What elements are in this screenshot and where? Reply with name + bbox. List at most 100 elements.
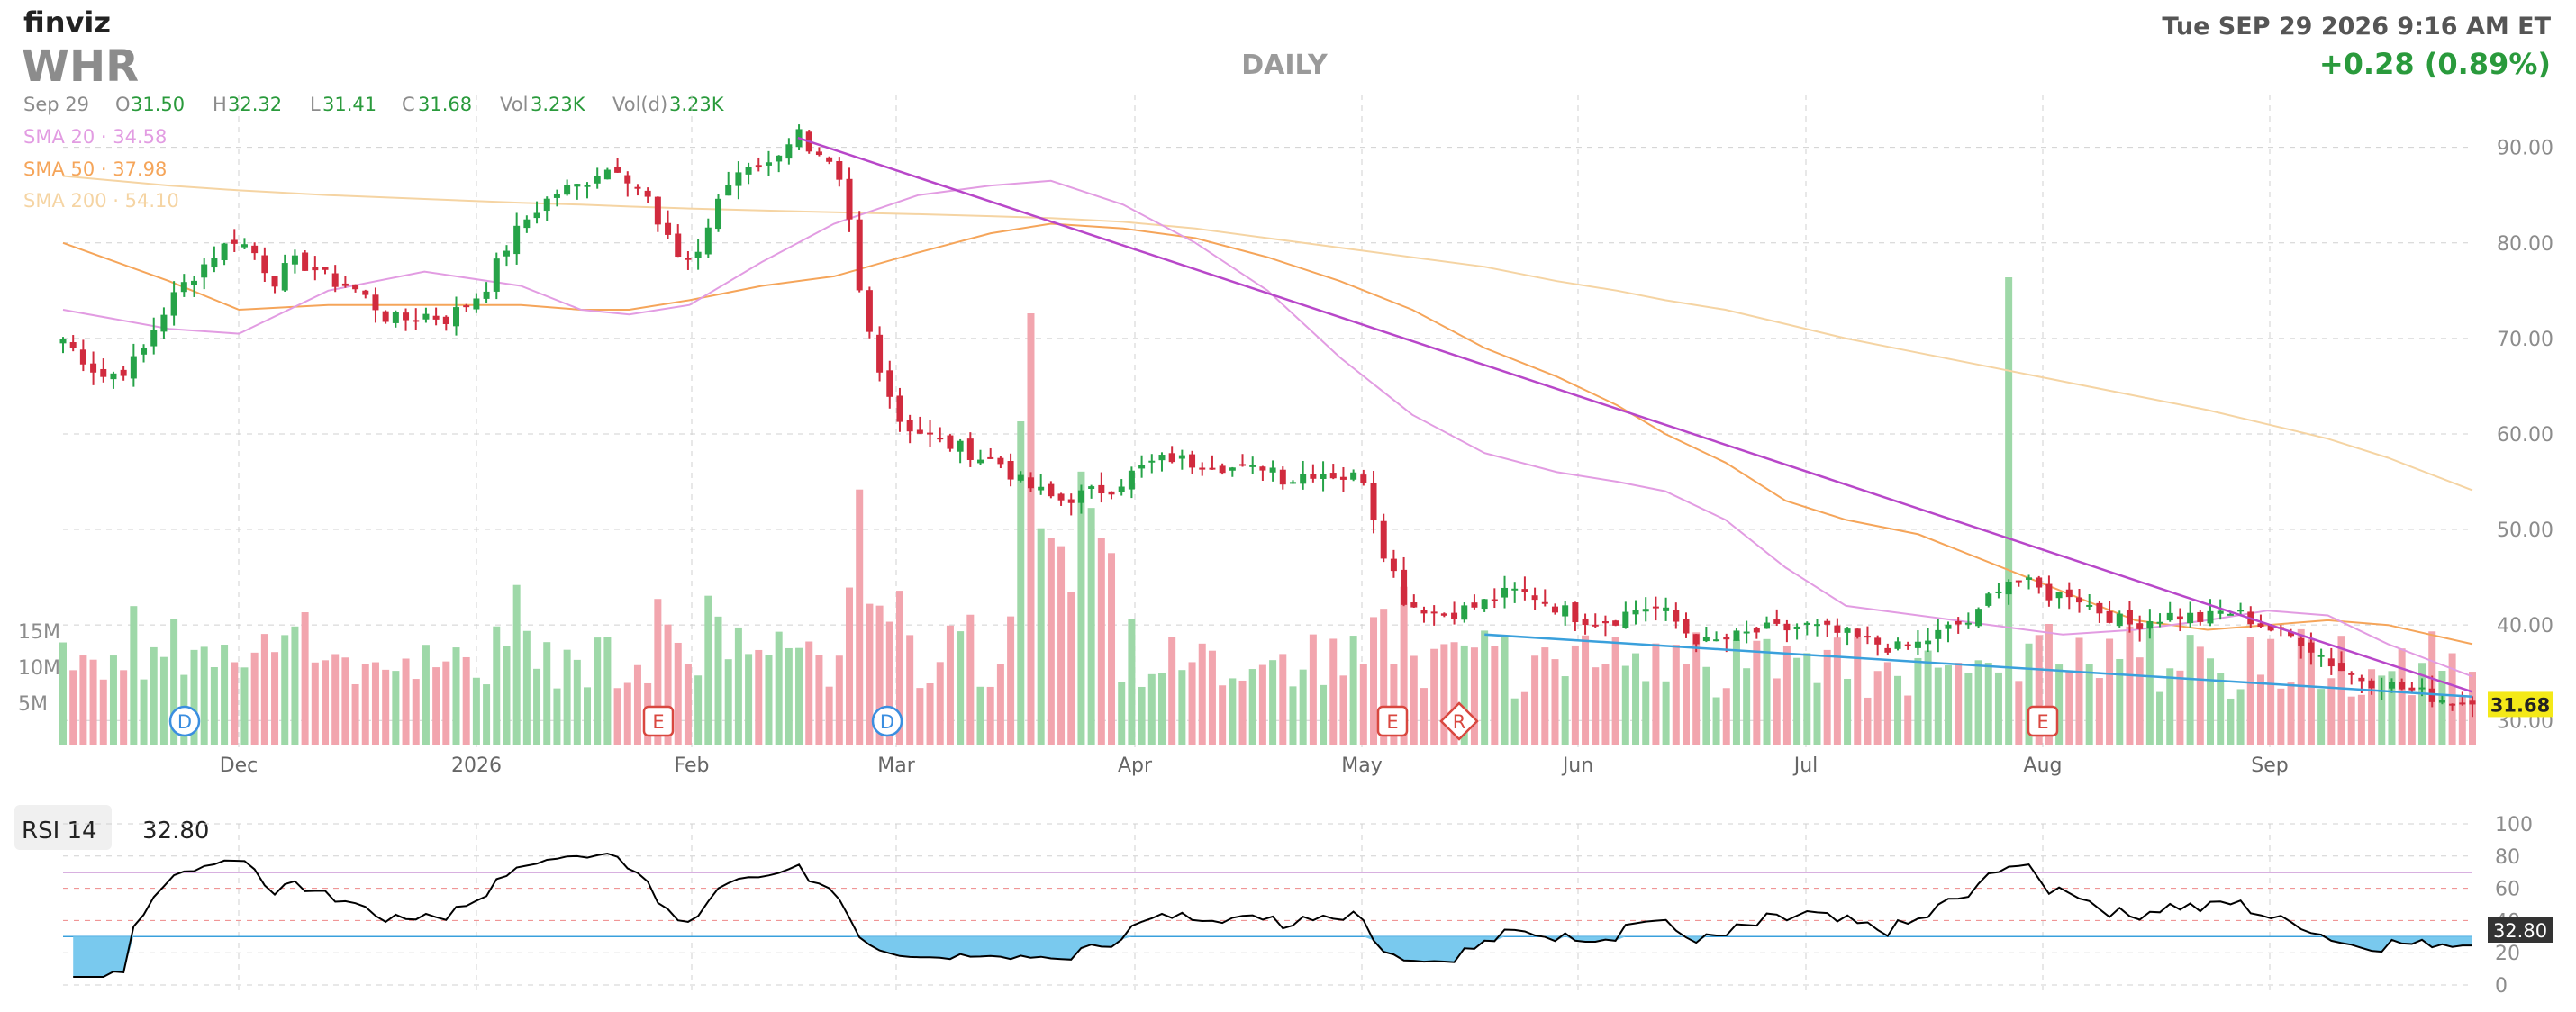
volume-bar <box>2236 689 2245 745</box>
last-price-tag: 31.68 <box>2488 691 2553 718</box>
volume-bar <box>1652 643 1660 745</box>
candle-body <box>1168 453 1175 463</box>
volume-bar <box>1883 662 1891 745</box>
volume-bar <box>996 664 1004 745</box>
volume-bar <box>2368 669 2376 745</box>
volume-bar <box>493 626 501 745</box>
logo[interactable]: finviz <box>23 5 111 40</box>
candle-body <box>1249 465 1256 467</box>
volume-bar <box>1501 636 1509 745</box>
volume-bar <box>2136 657 2144 745</box>
revision-marker[interactable] <box>1439 701 1479 741</box>
volume-bar <box>69 670 77 745</box>
trendlines[interactable] <box>797 136 2473 698</box>
volume-bar <box>1269 660 1277 745</box>
volume-bar <box>2015 681 2023 745</box>
ohlc-vold-label: Vol(d) <box>612 94 667 115</box>
ohlc-volume-label: Vol <box>500 94 528 115</box>
resistance-trendline[interactable] <box>797 136 2473 693</box>
candle-body <box>422 313 430 320</box>
candle-body <box>331 273 339 287</box>
event-label: E <box>2036 711 2048 733</box>
candle-body <box>886 370 893 397</box>
candle-body <box>1148 460 1156 463</box>
volume-bar <box>613 688 621 745</box>
candle-body <box>2337 663 2345 672</box>
candle-body <box>2327 658 2335 667</box>
candle-body <box>644 190 651 197</box>
volume-bar <box>291 626 299 745</box>
legend-sma20[interactable]: SMA 20 · 34.58 <box>23 126 167 148</box>
rsi-label-box[interactable] <box>14 805 112 850</box>
volume-bar <box>1592 667 1600 745</box>
candle-body <box>1612 620 1619 626</box>
candle-body <box>1864 636 1871 638</box>
volume-bar <box>2196 646 2204 745</box>
ohlc-high-label: H <box>213 94 227 115</box>
candle-body <box>1925 640 1932 645</box>
earnings-marker[interactable] <box>642 705 675 737</box>
rsi-label[interactable]: RSI 14 <box>22 818 97 845</box>
legend-sma200[interactable]: SMA 200 · 54.10 <box>23 190 179 212</box>
timeframe-label[interactable]: DAILY <box>1241 50 1329 81</box>
volume-bar <box>1238 680 1247 745</box>
candle-body <box>2298 637 2305 646</box>
candle-body <box>1491 599 1498 601</box>
volume-bar <box>1067 592 1075 745</box>
volume-bar <box>1309 634 1317 745</box>
candle-body <box>312 267 319 271</box>
candle-body <box>2237 610 2245 612</box>
volume-bar <box>281 635 289 745</box>
candle-body <box>987 456 994 459</box>
volume-bar <box>976 686 984 745</box>
dividend-marker[interactable] <box>168 705 201 737</box>
candle-body <box>403 312 410 321</box>
earnings-marker[interactable] <box>1376 705 1409 737</box>
date-tick-label: May <box>1341 754 1382 777</box>
rsi-axis: 100806040200 <box>2495 814 2533 998</box>
support-trendline[interactable] <box>1484 633 2473 698</box>
volume-bar <box>1924 650 1932 745</box>
ticker-symbol[interactable]: WHR <box>22 41 139 92</box>
volume-bar <box>734 627 742 745</box>
candle-body <box>1360 474 1367 483</box>
candle-body <box>594 176 601 184</box>
candle-body <box>1854 628 1861 637</box>
candle-body <box>765 162 772 166</box>
candle-body <box>564 185 571 195</box>
earnings-marker[interactable] <box>2027 705 2059 737</box>
event-label: D <box>177 711 192 733</box>
volume-bar <box>341 657 349 745</box>
candle-body <box>2075 597 2082 603</box>
candle-body <box>584 185 591 187</box>
candle-body <box>916 429 923 434</box>
price-tick-label: 60.00 <box>2497 424 2553 447</box>
volume-bar <box>1964 672 1973 745</box>
volume-bar <box>1380 609 1388 745</box>
volume-bar <box>2035 635 2043 745</box>
rsi-line <box>73 852 2473 978</box>
date-tick-label: Jun <box>1561 754 1593 777</box>
candle-body <box>1219 465 1226 474</box>
candle-body <box>1904 644 1911 646</box>
volume-bar <box>745 654 753 745</box>
legend-sma50[interactable]: SMA 50 · 37.98 <box>23 158 167 180</box>
volume-bar <box>1611 637 1619 745</box>
volume-bar <box>1732 639 1740 745</box>
sma50-line <box>62 222 2473 646</box>
date-tick-label: Apr <box>1118 754 1153 777</box>
candle-body <box>2428 688 2435 702</box>
volume-bar <box>2337 636 2345 745</box>
price-tick-label: 80.00 <box>2497 233 2553 256</box>
volume-bar <box>1178 670 1186 745</box>
candle-body <box>1339 476 1347 480</box>
rsi-last-bg <box>2488 917 2553 943</box>
candle-body <box>1723 637 1730 640</box>
dividend-marker[interactable] <box>871 705 903 737</box>
candle-body <box>180 282 187 293</box>
volume-bar <box>2126 626 2134 745</box>
volume-bar <box>1914 657 1922 745</box>
volume-bar <box>483 684 491 745</box>
candle-body <box>1642 609 1649 612</box>
